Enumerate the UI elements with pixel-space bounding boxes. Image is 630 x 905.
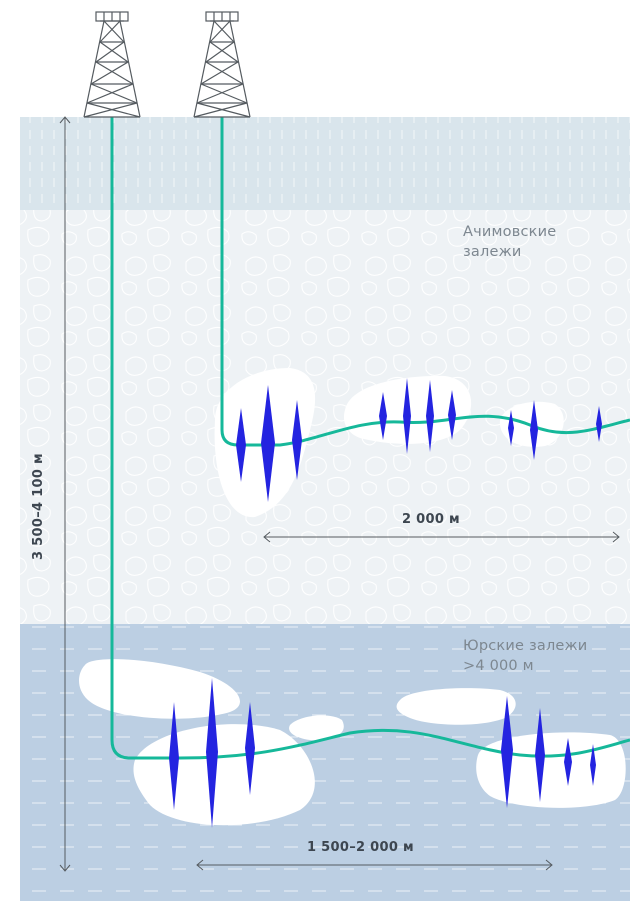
rig-left-icon: [83, 11, 141, 118]
well-left: [110, 117, 630, 760]
upper-horizontal-length: 2 000 м: [402, 512, 460, 527]
lower-horizontal-length: 1 500–2 000 м: [307, 840, 414, 855]
upper-fractures: [236, 378, 602, 502]
upper-horizontal-dimension: [263, 531, 620, 543]
depth-dimension-line: [59, 116, 71, 872]
top-layer: [20, 117, 630, 210]
well-right: [220, 117, 630, 447]
lower-fractures: [169, 678, 596, 828]
rig-right-icon: [193, 11, 251, 118]
achimov-label: Ачимовские залежи: [463, 222, 556, 262]
lower-horizontal-dimension: [196, 859, 553, 871]
total-depth-label: 3 500–4 100 м: [31, 453, 46, 560]
jurassic-label: Юрские залежи >4 000 м: [463, 636, 587, 676]
jurassic-label-line2: >4 000 м: [463, 658, 534, 674]
achimov-label-line2: залежи: [463, 244, 522, 260]
achimov-label-line1: Ачимовские: [463, 224, 557, 240]
jurassic-label-line1: Юрские залежи: [463, 638, 588, 654]
